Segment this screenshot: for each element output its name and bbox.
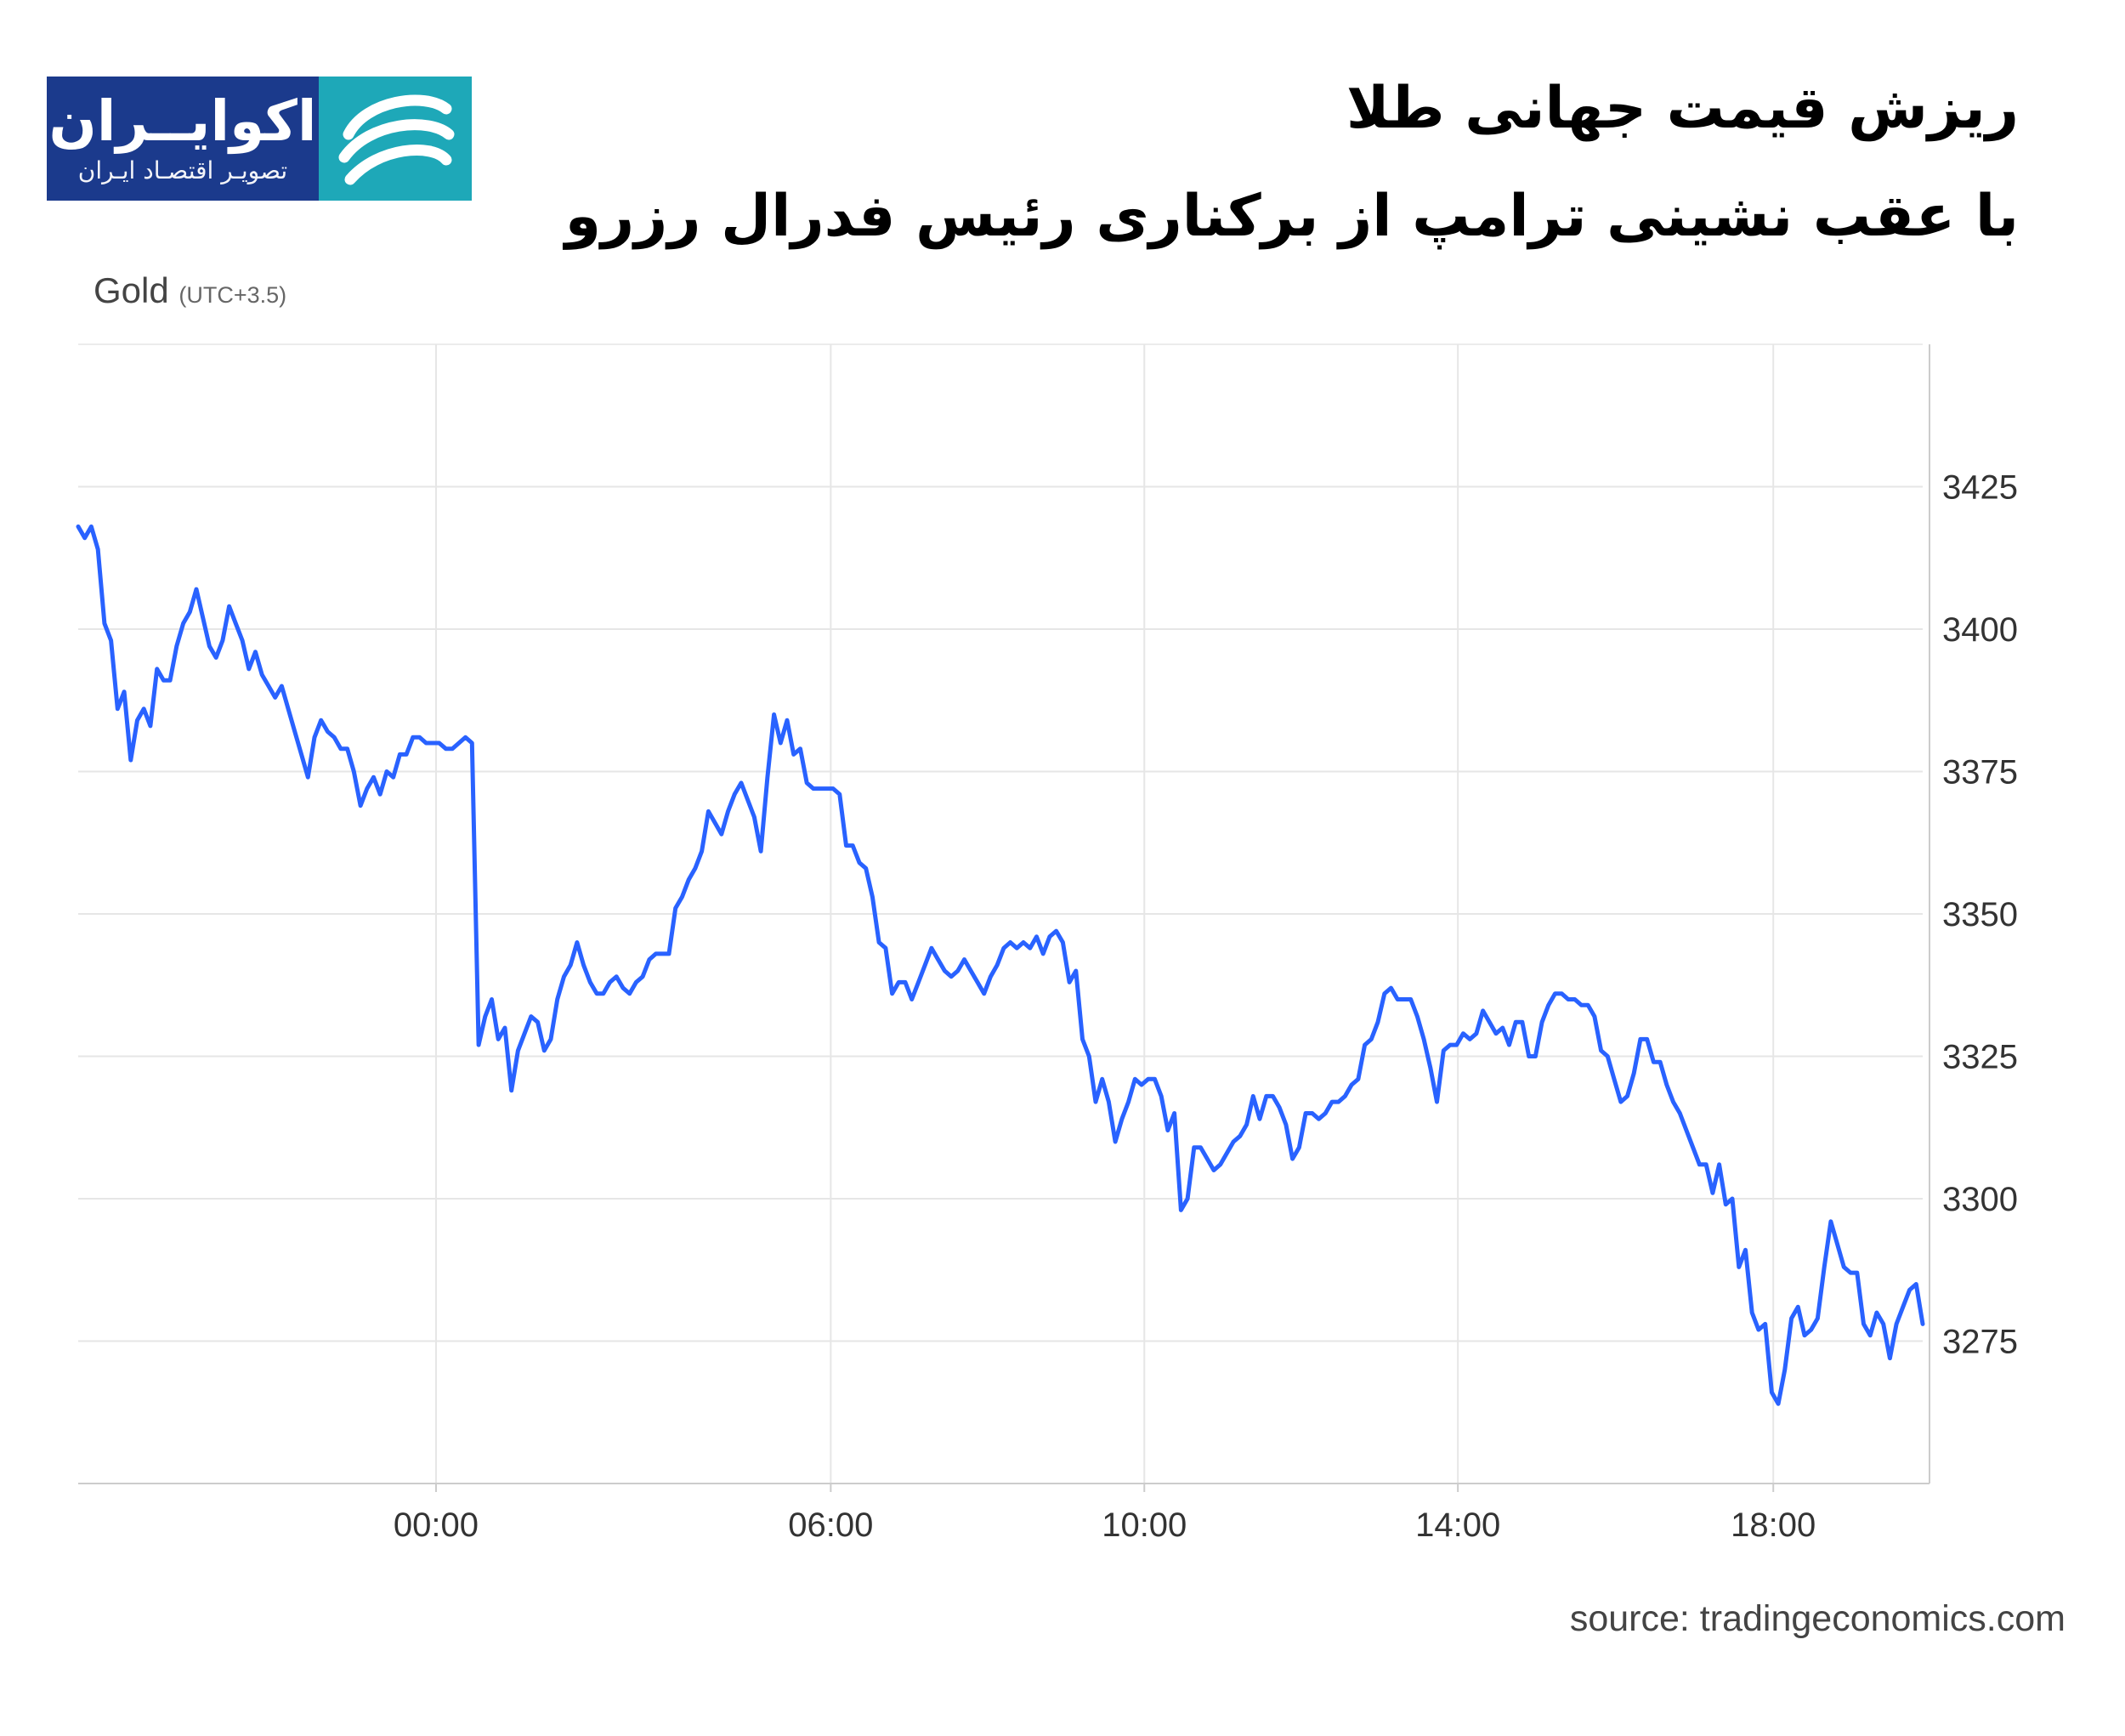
y-tick-label: 3350 xyxy=(1942,896,2018,933)
y-tick-label: 3400 xyxy=(1942,611,2018,649)
instrument-label: Gold (UTC+3.5) xyxy=(94,270,286,311)
gold-price-series-line xyxy=(76,524,1925,1406)
x-tick-label: 00:00 xyxy=(394,1506,479,1544)
logo: اکوایــران تصویـر اقتصـاد ایـران xyxy=(47,77,472,201)
y-tick-label: 3300 xyxy=(1942,1181,2018,1218)
y-tick-label: 3425 xyxy=(1942,469,2018,507)
ecoiran-logo-mark-icon xyxy=(319,77,472,201)
y-tick-label: 3275 xyxy=(1942,1324,2018,1361)
headline-subtitle: با عقب نشینی ترامپ از برکناری رئیس فدرال… xyxy=(564,183,2019,250)
instrument-timezone: (UTC+3.5) xyxy=(178,282,287,308)
x-tick-label: 18:00 xyxy=(1731,1506,1816,1544)
logo-name: اکوایــران xyxy=(48,88,317,154)
source-credit: source: tradingeconomics.com xyxy=(1569,1598,2066,1639)
instrument-name: Gold xyxy=(94,270,169,310)
label-layer: 3275 3300 3325 3350 3375 3400 3425 00:00 06:00 10… xyxy=(394,469,2018,1545)
logo-wordmark: اکوایــران تصویـر اقتصـاد ایـران xyxy=(47,77,319,201)
headline-title: ریزش قیمت جهانی طلا xyxy=(1346,75,2019,142)
x-tick-label: 06:00 xyxy=(788,1506,873,1544)
x-tick-label: 10:00 xyxy=(1102,1506,1187,1544)
y-tick-label: 3375 xyxy=(1942,754,2018,791)
x-tick-label: 14:00 xyxy=(1415,1506,1500,1544)
series-layer xyxy=(76,524,1925,1406)
y-tick-label: 3325 xyxy=(1942,1039,2018,1076)
axis-layer xyxy=(78,344,1930,1492)
grid-layer xyxy=(78,343,1923,1484)
logo-tagline: تصویـر اقتصـاد ایـران xyxy=(77,156,288,184)
